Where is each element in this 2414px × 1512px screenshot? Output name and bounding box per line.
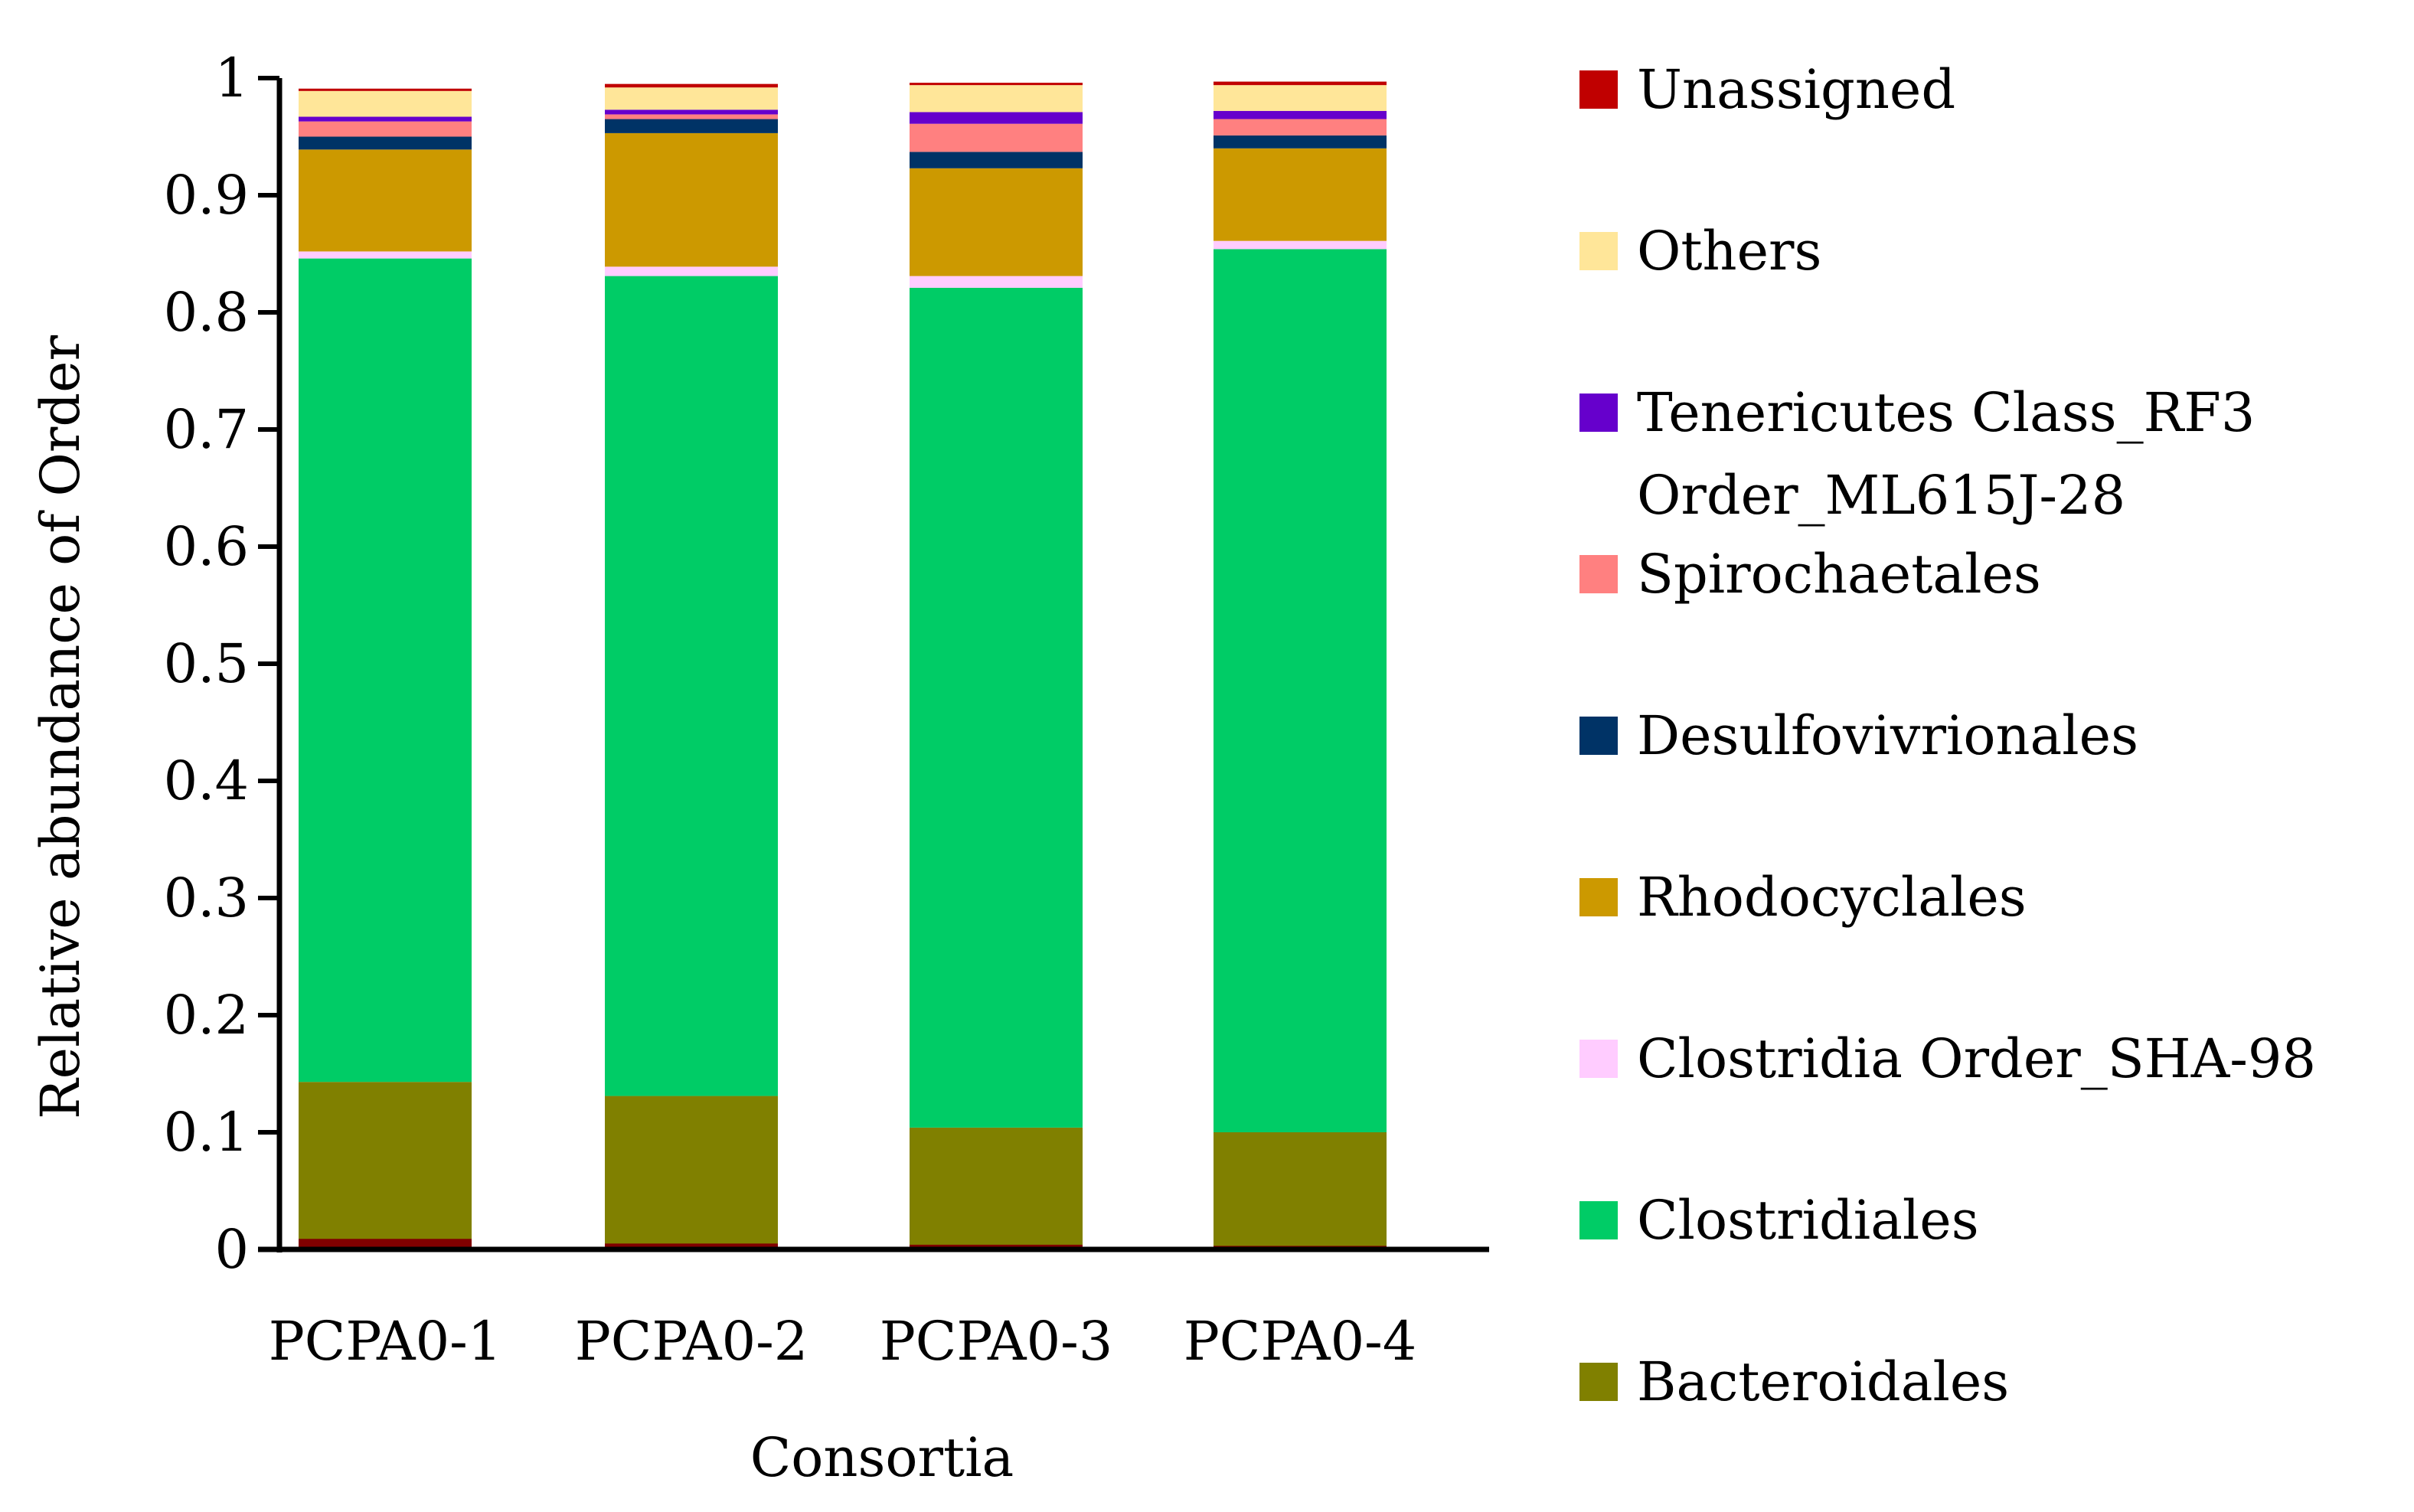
bar-segment-unassigned-pcpa0-2 [605, 83, 778, 88]
y-tick-label: 0 [214, 1218, 249, 1281]
legend-swatch [1579, 394, 1618, 432]
bar-segment-spirochaetales-pcpa0-4 [1214, 119, 1387, 136]
x-axis-title: Consortia [750, 1426, 1014, 1489]
y-tick-label: 0.7 [164, 398, 249, 461]
bar-segment-clostridia-order-sha-98-pcpa0-4 [1214, 240, 1387, 250]
legend-label: Rhodocyclales [1637, 866, 2027, 929]
bar-segment-unassigned-pcpa0-3 [910, 83, 1083, 86]
x-tick-label: PCPA0-3 [880, 1310, 1113, 1373]
bar-segment-rhodocyclales-pcpa0-3 [910, 168, 1083, 276]
legend-item-spirochaetales: Spirochaetales [1579, 543, 2041, 606]
legend-item-unassigned: Unassigned [1579, 58, 1955, 121]
bar-segment-desulfovivrionales-pcpa0-2 [605, 119, 778, 133]
bar-segment-spirochaetales-pcpa0-2 [605, 114, 778, 119]
bar-segment-clostridiales-pcpa0-4 [1214, 249, 1387, 1132]
legend-item-clostridia-order-sha-98: Clostridia Order_SHA-98 [1579, 1027, 2316, 1090]
bars-layer [299, 81, 1387, 1249]
bar-segment-clostridia-order-sha-98-pcpa0-3 [910, 276, 1083, 288]
bar-segment-desulfovivrionales-pcpa0-3 [910, 152, 1083, 168]
legend-label: Others [1637, 220, 1821, 282]
legend-label: Clostridiales [1637, 1189, 1979, 1252]
legend-item-others: Others [1579, 220, 1821, 282]
legend-swatch [1579, 878, 1618, 916]
axes-layer [258, 76, 1489, 1252]
bar-segment-desulfovivrionales-pcpa0-4 [1214, 135, 1387, 149]
x-tick-label: PCPA0-2 [575, 1310, 808, 1373]
bar-segment-others-pcpa0-3 [910, 85, 1083, 113]
legend-label: Bacteroidales [1637, 1350, 2009, 1413]
bar-segment-tenericutes-class-rf3-order-ml615j-28-pcpa0-2 [605, 109, 778, 115]
legend-label: Spirochaetales [1637, 543, 2041, 606]
y-tick-label: 0.2 [164, 984, 249, 1047]
bar-segment-tenericutes-class-rf3-order-ml615j-28-pcpa0-1 [299, 116, 472, 122]
x-tick-label: PCPA0-1 [269, 1310, 502, 1373]
legend-label: Unassigned [1637, 58, 1955, 121]
y-axis-title: Relative abundance of Order [29, 335, 92, 1119]
bar-stack-pcpa0-2 [605, 83, 778, 1249]
y-tick-label: 0.4 [164, 749, 249, 812]
legend-swatch [1579, 1363, 1618, 1401]
bar-segment-bacteroidales-pcpa0-2 [605, 1096, 778, 1249]
bar-segment-bacteroidales-pcpa0-4 [1214, 1132, 1387, 1249]
bar-segment-rhodocyclales-pcpa0-2 [605, 132, 778, 267]
bar-segment-others-pcpa0-1 [299, 90, 472, 117]
bar-stack-pcpa0-4 [1214, 81, 1387, 1249]
legend-item-desulfovivrionales: Desulfovivrionales [1579, 704, 2138, 767]
legend-swatch [1579, 232, 1618, 270]
y-tick-label: 0.1 [164, 1101, 249, 1164]
legend-label: Clostridia Order_SHA-98 [1637, 1027, 2316, 1090]
legend-item-clostridiales: Clostridiales [1579, 1189, 1979, 1252]
bar-base-strip-pcpa0-2 [605, 1243, 778, 1249]
bar-segment-tenericutes-class-rf3-order-ml615j-28-pcpa0-3 [910, 112, 1083, 124]
x-tick-label: PCPA0-4 [1184, 1310, 1417, 1373]
bar-segment-clostridiales-pcpa0-3 [910, 287, 1083, 1128]
legend-swatch [1579, 70, 1618, 109]
bar-segment-clostridia-order-sha-98-pcpa0-1 [299, 251, 472, 259]
legend-label: Desulfovivrionales [1637, 704, 2138, 767]
legend-item-tenericutes-class-rf3-order-ml615j-28: Tenericutes Class_RF3 Order_ML615J-28 [1579, 381, 2255, 527]
labels-layer: Consortia Relative abundance of Order 0 0… [29, 47, 1416, 1489]
bar-segment-rhodocyclales-pcpa0-4 [1214, 148, 1387, 241]
legend: Unassigned Others Tenericutes Class_RF3 Ord… [1579, 58, 2316, 1413]
bar-segment-spirochaetales-pcpa0-1 [299, 121, 472, 137]
bar-segment-clostridiales-pcpa0-1 [299, 258, 472, 1083]
y-tick-label: 0.5 [164, 632, 249, 695]
bar-segment-rhodocyclales-pcpa0-1 [299, 149, 472, 252]
bar-segment-spirochaetales-pcpa0-3 [910, 123, 1083, 152]
legend-item-rhodocyclales: Rhodocyclales [1579, 866, 2027, 929]
legend-swatch [1579, 1201, 1618, 1239]
bar-segment-tenericutes-class-rf3-order-ml615j-28-pcpa0-4 [1214, 110, 1387, 119]
y-tick-label: 0.8 [164, 281, 249, 344]
bar-segment-bacteroidales-pcpa0-1 [299, 1082, 472, 1249]
y-tick-label: 0.6 [164, 515, 249, 578]
bar-stack-pcpa0-3 [910, 83, 1083, 1249]
bar-segment-clostridia-order-sha-98-pcpa0-2 [605, 266, 778, 276]
y-tick-label: 0.3 [164, 867, 249, 929]
bar-stack-pcpa0-1 [299, 88, 472, 1249]
legend-label: Tenericutes Class_RF3 [1637, 381, 2255, 444]
bar-segment-clostridiales-pcpa0-2 [605, 276, 778, 1096]
legend-label: Order_ML615J-28 [1637, 464, 2125, 527]
bar-segment-others-pcpa0-4 [1214, 85, 1387, 111]
legend-item-bacteroidales: Bacteroidales [1579, 1350, 2009, 1413]
y-tick-label: 0.9 [164, 164, 249, 227]
bar-segment-bacteroidales-pcpa0-3 [910, 1127, 1083, 1249]
bar-segment-desulfovivrionales-pcpa0-1 [299, 136, 472, 150]
legend-swatch [1579, 1040, 1618, 1078]
y-tick-label: 1 [214, 47, 249, 109]
legend-swatch [1579, 555, 1618, 593]
bar-segment-unassigned-pcpa0-4 [1214, 81, 1387, 86]
bar-segment-unassigned-pcpa0-1 [299, 88, 472, 91]
legend-swatch [1579, 717, 1618, 755]
bar-segment-others-pcpa0-2 [605, 87, 778, 110]
